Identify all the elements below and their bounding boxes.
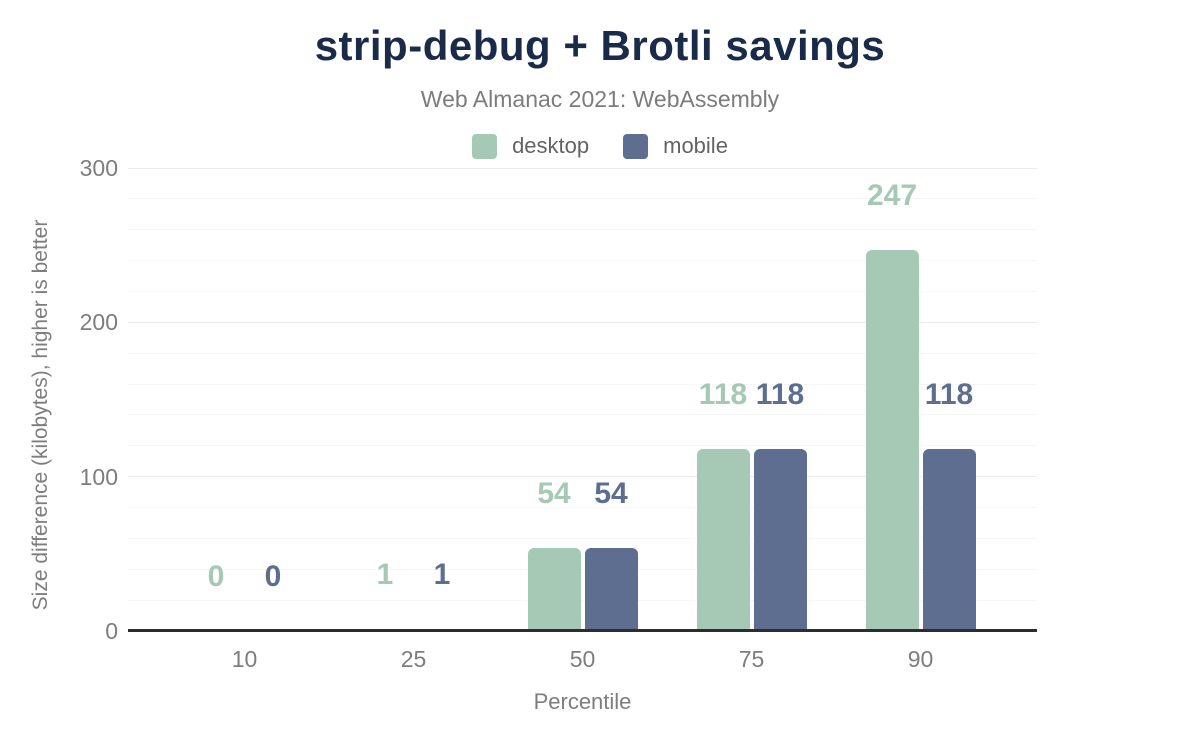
gridline bbox=[128, 476, 1037, 478]
legend-item-mobile: mobile bbox=[623, 133, 728, 159]
bar-value-label: 0 bbox=[207, 560, 225, 593]
y-tick-label: 100 bbox=[79, 463, 118, 490]
bar-group: 247 118 bbox=[836, 168, 1005, 631]
bar-value-label: 54 bbox=[594, 476, 628, 510]
gridline bbox=[128, 167, 1037, 169]
bar-desktop-50 bbox=[527, 547, 581, 631]
mobile-swatch-icon bbox=[623, 133, 649, 159]
x-tick-label: 75 bbox=[738, 646, 765, 672]
bar-group: 54 54 bbox=[498, 168, 667, 631]
bar-mobile-50 bbox=[584, 547, 638, 631]
bar-slot: 54 bbox=[584, 168, 638, 631]
gridline bbox=[128, 414, 1037, 416]
bar-mobile-90 bbox=[922, 448, 976, 631]
bar-desktop-75 bbox=[696, 448, 750, 631]
gridline bbox=[128, 537, 1037, 539]
legend-item-desktop: desktop bbox=[472, 133, 589, 159]
bar-mobile-75 bbox=[753, 448, 807, 631]
gridline bbox=[128, 568, 1037, 570]
gridline bbox=[128, 383, 1037, 385]
bar-slot: 247 bbox=[865, 168, 919, 631]
gridline bbox=[128, 599, 1037, 601]
y-tick-label: 200 bbox=[79, 309, 118, 336]
gridline bbox=[128, 507, 1037, 509]
legend-label-mobile: mobile bbox=[663, 133, 728, 158]
gridline bbox=[128, 229, 1037, 231]
x-axis-line bbox=[128, 629, 1037, 632]
legend: desktop mobile bbox=[0, 133, 1200, 159]
gridline bbox=[128, 290, 1037, 292]
plot-area: 0 0 1 1 54 54 118 118 247 118 bbox=[128, 167, 1037, 632]
chart-title: strip-debug + Brotli savings bbox=[314, 22, 886, 69]
bar-desktop-90 bbox=[865, 249, 919, 631]
y-tick-label: 0 bbox=[105, 618, 118, 644]
bar-value-label: 118 bbox=[755, 377, 805, 411]
bar-value-label: 54 bbox=[537, 476, 571, 510]
bar-slot: 118 bbox=[922, 168, 976, 631]
bar-value-label: 247 bbox=[866, 178, 918, 212]
gridline bbox=[128, 198, 1037, 200]
bar-slot: 1 bbox=[358, 168, 412, 631]
x-tick-label: 90 bbox=[907, 646, 934, 672]
y-axis-ticks: 0 100 200 300 bbox=[0, 155, 118, 644]
bar-group: 118 118 bbox=[667, 168, 836, 631]
bar-value-label: 1 bbox=[433, 558, 451, 592]
y-tick-label: 300 bbox=[79, 155, 118, 181]
bar-slot: 118 bbox=[696, 168, 750, 631]
y-axis-title: Size difference (kilobytes), higher is b… bbox=[29, 219, 52, 611]
x-axis-labels: 10 25 50 75 90 bbox=[128, 646, 1037, 673]
chart-subtitle: Web Almanac 2021: WebAssembly bbox=[420, 86, 780, 112]
gridline bbox=[128, 260, 1037, 262]
desktop-swatch-icon bbox=[472, 133, 498, 159]
bar-value-label: 118 bbox=[924, 377, 974, 411]
gridline bbox=[128, 321, 1037, 323]
bar-slot: 0 bbox=[190, 168, 243, 631]
x-axis-title: Percentile bbox=[533, 689, 632, 714]
bar-slot: 54 bbox=[527, 168, 581, 631]
x-tick-label: 25 bbox=[400, 646, 427, 672]
bar-value-label: 1 bbox=[376, 558, 394, 592]
gridline bbox=[128, 352, 1037, 354]
bar-slot: 1 bbox=[415, 168, 469, 631]
x-tick-label: 10 bbox=[231, 646, 258, 672]
x-tick-label: 50 bbox=[569, 646, 596, 672]
bar-slot: 118 bbox=[753, 168, 807, 631]
bar-value-label: 118 bbox=[698, 377, 748, 411]
legend-label-desktop: desktop bbox=[512, 133, 590, 158]
bar-groups: 0 0 1 1 54 54 118 118 247 118 bbox=[128, 168, 1037, 631]
gridline bbox=[128, 445, 1037, 447]
bar-slot: 0 bbox=[247, 168, 300, 631]
bar-value-label: 0 bbox=[264, 560, 282, 593]
